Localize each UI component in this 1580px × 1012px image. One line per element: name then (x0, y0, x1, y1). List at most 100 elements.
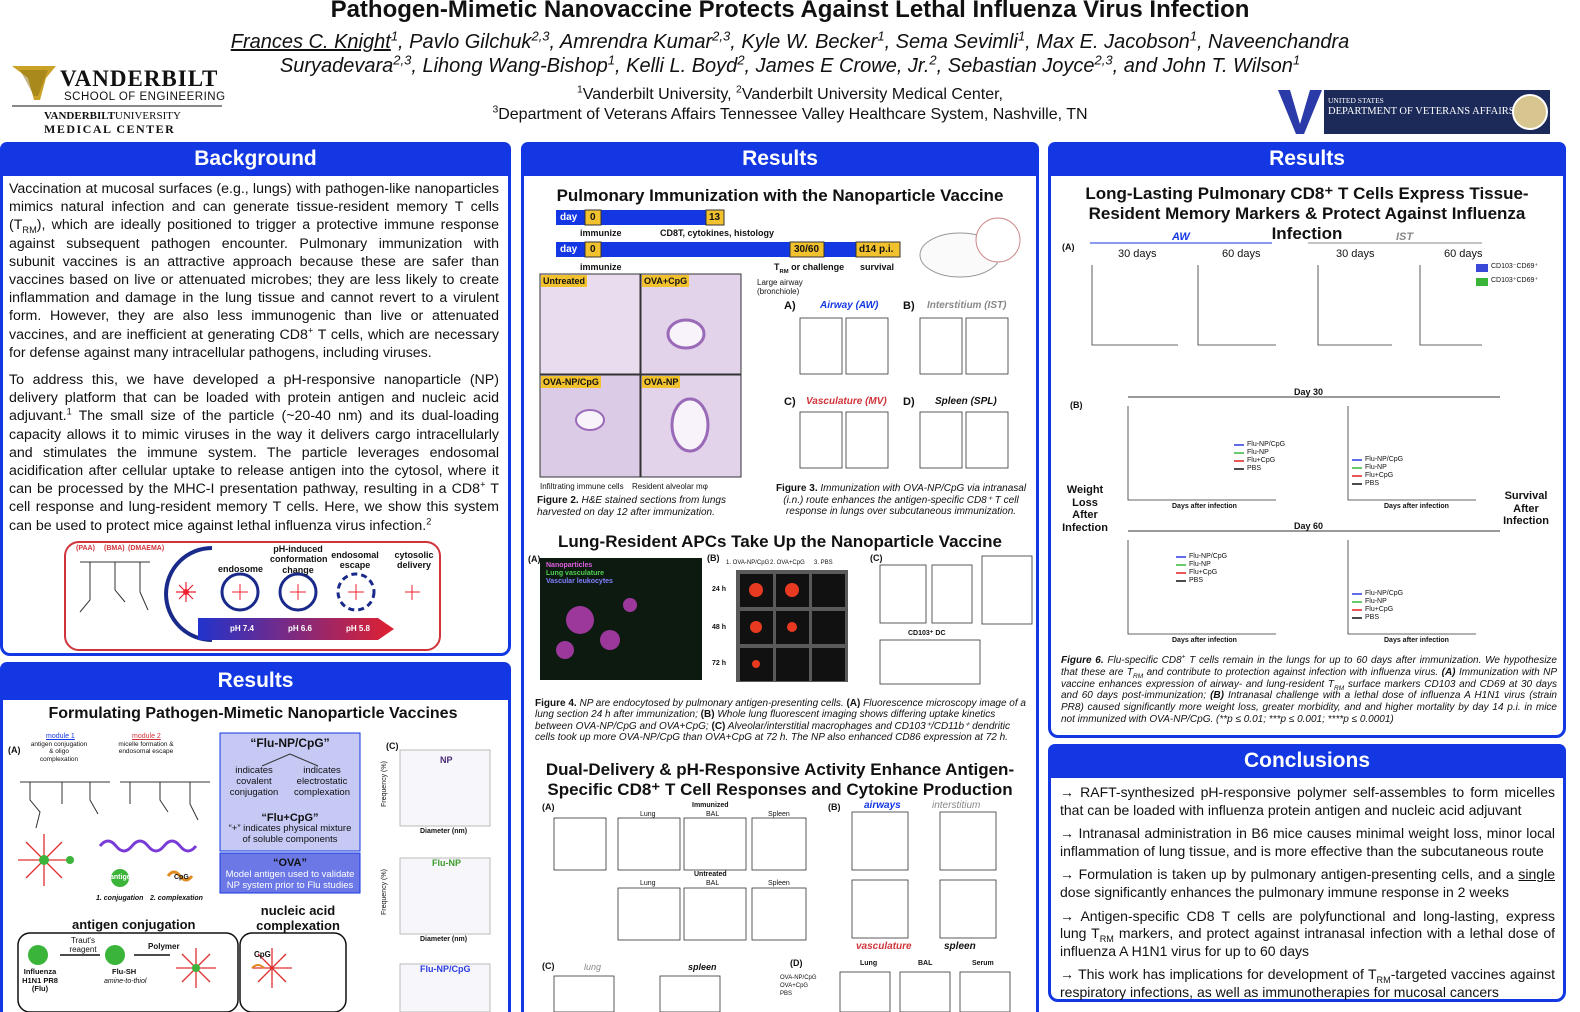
columns: 3. PBS (814, 560, 833, 566)
tissues: Spleen (768, 811, 790, 818)
antigen: antigen (110, 874, 135, 881)
mini-plots (879, 555, 1033, 685)
text-run: 2 (929, 52, 937, 68)
compartments: interstitium (932, 800, 981, 811)
panel-c: spleen (688, 962, 717, 972)
text-run: NP are endocytosed by pulmonary antigen-… (576, 698, 847, 709)
survival: survival (860, 262, 895, 272)
annotations: Resident alveolar mφ (632, 482, 708, 491)
text-run: (C) (711, 720, 726, 732)
ova-box (219, 852, 361, 894)
steps: 2. complexation (150, 895, 203, 902)
histology: OVA-NP (642, 376, 681, 389)
timeline-marker (705, 209, 725, 226)
text-run: Immunization with OVA-NP/CpG via intrana… (783, 483, 1027, 517)
logo-word: UNIVERSITY (114, 110, 181, 122)
polymer-wave (98, 839, 198, 853)
day: day (560, 212, 578, 223)
text-run: ), which are ideally positioned to trigg… (9, 217, 499, 343)
text-run: Flu-specific CD8 (1103, 655, 1182, 666)
text-run: , Sebastian Joyce (936, 55, 1095, 77)
text-run: → Antigen-specific CD8 T cells are polyf… (1060, 907, 1555, 942)
text-run: 1 (390, 28, 399, 44)
xlabel: Diameter (nm) (420, 936, 468, 943)
title: Long-Lasting Pulmonary CD8⁺ T Cells Expr… (1085, 184, 1529, 243)
tissues: BAL (706, 880, 720, 887)
days: Day 30 (1294, 387, 1324, 397)
legend: Flu-NP (1189, 561, 1211, 568)
timepoints: 30 days (1336, 248, 1375, 260)
logo-text: MEDICAL CENTER (44, 122, 176, 136)
text-run: dose significantly enhances the pulmonar… (1060, 883, 1510, 900)
xlabel: Days after infection (1384, 503, 1449, 510)
authors-line: Frances C. Knight1, Pavlo Gilchuk2,3, Am… (0, 28, 1580, 54)
text-run: T cells, which are necessary for defense… (9, 326, 499, 361)
diagram-frame (64, 541, 441, 651)
panels: (A) (542, 802, 555, 812)
left-label: Weight Loss After Infection (1062, 484, 1108, 534)
text-run: Immunization with NP vaccine enhances ex… (1061, 666, 1557, 690)
ph: pH 7.4 (230, 624, 255, 633)
channels: Lung vasculature (546, 570, 604, 577)
panels: (B) (828, 802, 841, 812)
membrane (164, 546, 213, 642)
text-run: 1 (877, 28, 885, 44)
groups: AW (1172, 231, 1190, 243)
text-run: Suryadevara (279, 55, 394, 77)
panels: (D) (790, 958, 803, 968)
text-run: 1 (1189, 28, 1197, 44)
cargo (232, 584, 420, 600)
text-run: 2,3 (393, 52, 412, 68)
fig2: Figure 2. H&E stained sections from lung… (537, 495, 737, 518)
chemical-structures (20, 781, 210, 829)
text-run: single (1518, 866, 1555, 883)
dc: CD103⁺ DC (908, 630, 946, 637)
logo-text: DEPARTMENT OF VETERANS AFFAIRS (1328, 106, 1515, 117)
arrow (261, 753, 291, 767)
compartments: vasculature (856, 941, 912, 952)
columns: 2. OVA+CpG (770, 560, 805, 566)
cpg: CpG (174, 874, 189, 881)
panels: (C) (542, 961, 555, 971)
text-run: (A) (1441, 666, 1456, 678)
nucleic-acid: nucleic acid complexation (256, 903, 340, 933)
legend: CD103⁺CD69⁺ (1491, 277, 1539, 284)
text-run: 2,3 (531, 28, 550, 44)
stages: endosomal escape (331, 550, 379, 571)
flu-cpg: “Flu+CpG” (261, 812, 319, 824)
text-run: RM (1133, 672, 1144, 680)
subheading: Formulating Pathogen-Mimetic Nanoparticl… (48, 705, 458, 722)
text-run: Figure 6. (1061, 655, 1104, 666)
legend: Flu-NP (1365, 598, 1387, 605)
ph: pH 5.8 (346, 624, 371, 633)
text-run: To address this, we have developed a pH-… (9, 372, 499, 425)
legend-box (219, 732, 361, 852)
stages: endosome (218, 564, 264, 574)
text-run: Vanderbilt University, (582, 86, 737, 103)
legend: Flu+CpG (1247, 457, 1276, 464)
module2: module 2 (132, 733, 161, 740)
timepoints: 60 days (1444, 248, 1483, 260)
d14: d14 p.i. (859, 244, 894, 255)
text-run: (A) (846, 698, 861, 709)
xlabel: Days after infection (1384, 637, 1449, 644)
text-run: Vaccination at mucosal surfaces (e.g., l… (9, 181, 499, 234)
timeline-marker (584, 241, 602, 258)
groups: Immunized (692, 802, 729, 809)
text-run: , Kyle W. Becker (730, 31, 878, 53)
text-run: Frances C. Knight (230, 31, 391, 53)
text-run: 1 (66, 406, 72, 417)
text-run: , Sema Sevimli (884, 31, 1018, 53)
panel-d: Serum (972, 960, 994, 967)
label: (A) (1062, 242, 1075, 252)
ph: pH 6.6 (288, 624, 313, 633)
d30: 30/60 (794, 244, 820, 255)
microscopy-signal (556, 598, 637, 659)
steps: 1. conjugation (96, 895, 144, 902)
text-run: → Formulation is taken up by pulmonary a… (1060, 866, 1519, 883)
letter: B) (903, 300, 915, 312)
text-run: 3 (492, 104, 499, 116)
legend: Flu-NP (1247, 449, 1269, 456)
text-run: Vanderbilt University Medical Center, (741, 86, 1003, 103)
